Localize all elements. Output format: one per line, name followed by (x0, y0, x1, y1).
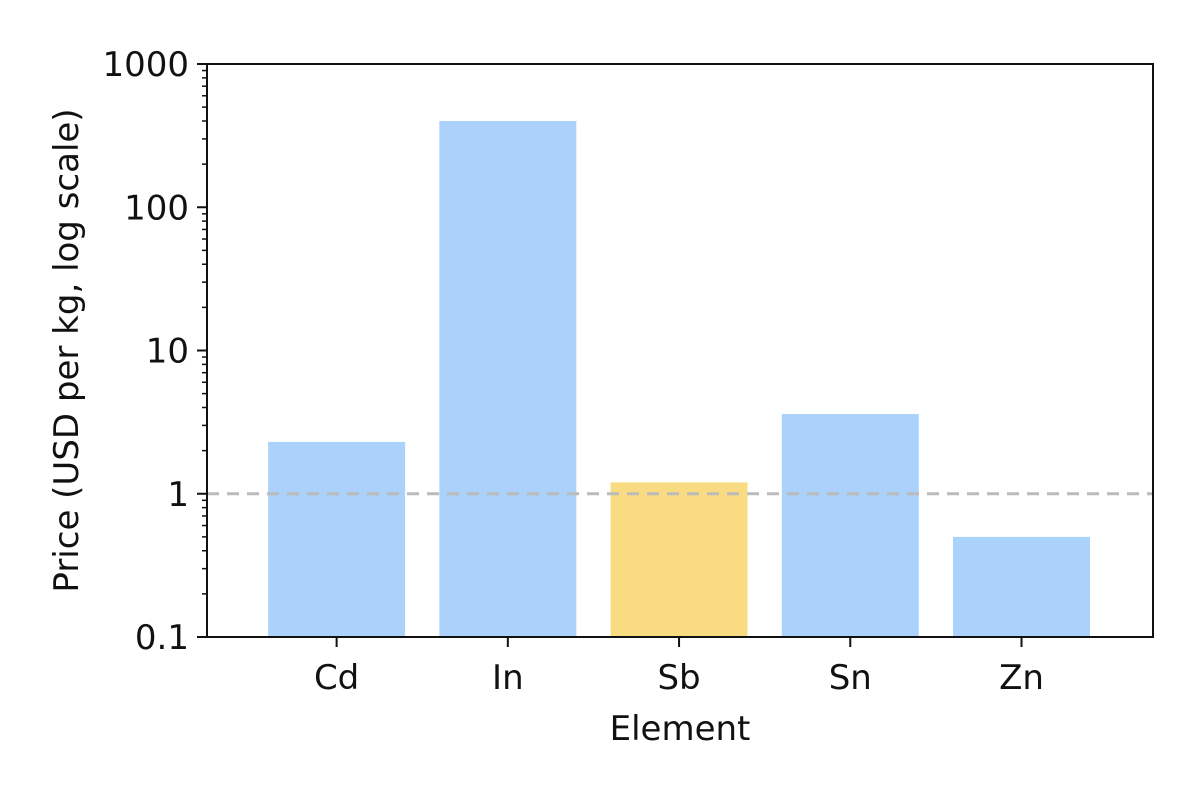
y-axis: 0.1 1 10 100 1000 (102, 45, 207, 658)
x-tick-label-zn: Zn (999, 658, 1044, 698)
x-tick-label-sb: Sb (657, 658, 700, 698)
bar-in (439, 121, 577, 638)
x-axis-label: Element (610, 709, 751, 749)
bar-sb (610, 482, 748, 637)
x-tick-label-sn: Sn (829, 658, 872, 698)
bar-zn (953, 536, 1090, 637)
y-tick-label: 1 (167, 475, 189, 515)
y-tick-label: 10 (146, 332, 189, 372)
x-axis: Cd In Sb Sn Zn (314, 637, 1044, 698)
y-tick-label: 1000 (102, 45, 189, 85)
y-tick-label: 0.1 (135, 618, 189, 658)
bars-group (268, 121, 1090, 638)
x-tick-label-in: In (492, 658, 524, 698)
y-axis-label: Price (USD per kg, log scale) (47, 108, 87, 592)
x-tick-label-cd: Cd (314, 658, 359, 698)
y-tick-label: 100 (124, 188, 189, 228)
bar-cd (268, 441, 406, 637)
bar-sn (781, 414, 919, 637)
